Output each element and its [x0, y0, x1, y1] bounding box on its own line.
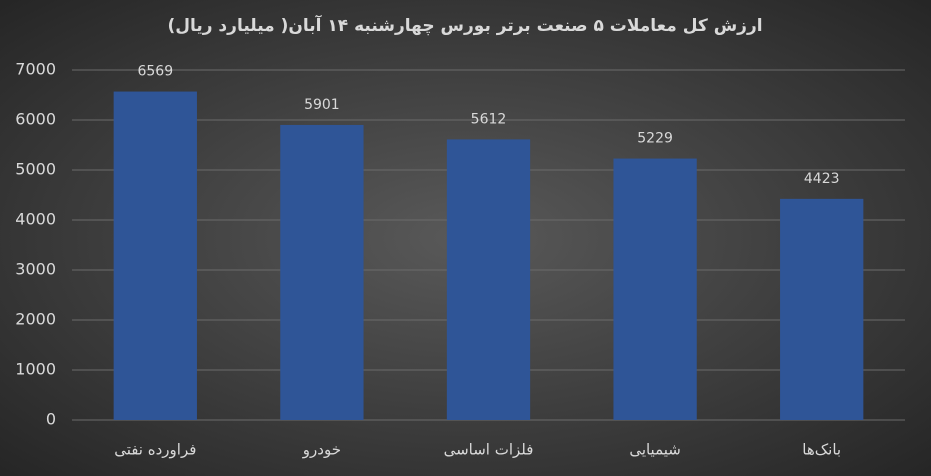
- data-label: 5901: [304, 97, 340, 113]
- y-tick-label: 5000: [15, 160, 56, 179]
- bar: [613, 158, 697, 421]
- bar: [780, 198, 864, 420]
- y-tick-label: 3000: [15, 260, 56, 279]
- y-tick-label: 4000: [15, 210, 56, 229]
- x-tick-label: فلزات اساسی: [444, 441, 534, 459]
- x-tick-label: خودرو: [302, 441, 341, 459]
- bar: [280, 124, 364, 420]
- y-tick-label: 7000: [15, 60, 56, 79]
- x-tick-label: فراورده نفتی: [114, 441, 196, 459]
- bar: [446, 139, 531, 420]
- chart-title: ارزش کل معاملات ۵ صنعت برتر بورس چهارشنب…: [167, 14, 762, 36]
- data-label: 6569: [137, 64, 173, 80]
- y-tick-label: 0: [46, 410, 56, 429]
- y-tick-label: 1000: [15, 360, 56, 379]
- x-tick-label: شیمیایی: [629, 441, 681, 459]
- data-label: 5229: [637, 131, 673, 147]
- y-tick-label: 6000: [15, 110, 56, 129]
- data-label: 5612: [471, 111, 507, 127]
- y-tick-label: 2000: [15, 310, 56, 329]
- x-tick-label: بانک‌ها: [802, 441, 841, 459]
- bar: [113, 91, 197, 421]
- data-label: 4423: [804, 171, 840, 187]
